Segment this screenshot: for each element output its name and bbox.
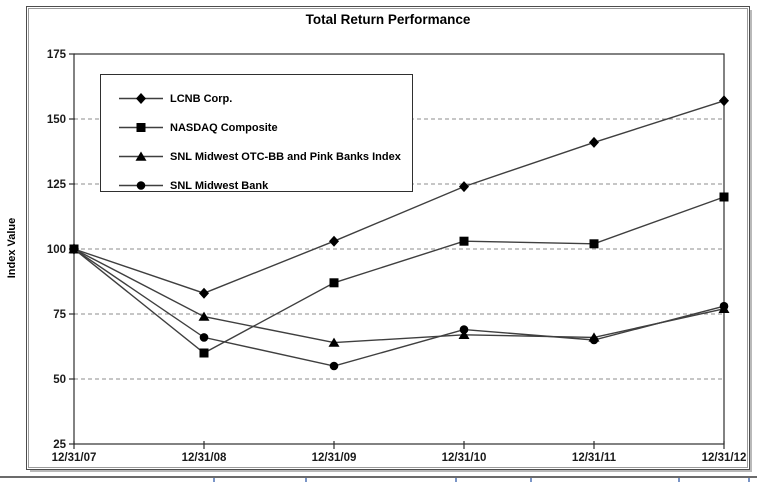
series-line-snl-midwest-otc-bb-and-pink-banks-index [73,248,725,344]
series-line-nasdaq-composite [73,196,725,354]
legend-item: SNL Midwest OTC-BB and Pink Banks Index [118,142,412,171]
circle-data-point-marker [329,361,339,371]
square-data-point-marker [329,278,339,288]
y-tick-label: 50 [53,374,66,386]
legend-item: NASDAQ Composite [118,113,412,142]
diamond-data-point-marker [329,235,339,247]
y-axis-title: Index Value [6,217,18,279]
circle-data-point-marker [459,325,469,334]
table-column-tick [213,478,215,482]
square-data-point-marker [136,123,146,132]
y-tick-label: 125 [47,179,67,191]
x-tick-label: 12/31/11 [572,452,617,464]
circle-data-point-marker [69,244,79,254]
y-tick-label: 25 [53,439,66,451]
x-tick-label: 12/31/07 [52,452,97,464]
square-data-point-marker [719,192,729,202]
y-tick-label: 100 [47,244,66,256]
series-line-snl-midwest-bank [73,248,725,367]
table-column-tick [455,478,457,482]
triangle-data-point-marker [458,329,470,339]
circle-data-point-marker [589,335,599,345]
diamond-data-point-marker [589,136,599,148]
triangle-data-point-marker [328,337,340,347]
diamond-legend-key-icon [119,93,163,104]
table-top-rule [0,476,757,478]
legend-label: NASDAQ Composite [170,121,278,134]
legend-item: LCNB Corp. [118,84,412,113]
y-tick-label: 150 [47,114,66,126]
square-data-point-marker [589,239,599,249]
square-legend-key-icon [119,123,163,132]
legend-label: LCNB Corp. [170,92,233,105]
legend-item: SNL Midwest Bank [118,171,412,200]
x-tick-label: 12/31/09 [312,452,357,464]
y-tick-label: 175 [47,49,67,61]
diamond-data-point-marker [719,95,729,107]
square-data-point-marker [199,348,209,358]
circle-data-point-marker [136,181,146,190]
y-tick-label: 75 [53,309,66,321]
triangle-legend-key-icon [119,151,163,161]
table-column-tick [678,478,680,482]
diamond-data-point-marker [136,93,146,104]
chart-frame: Total Return Performance 25 50 75 100 125 150… [26,6,750,470]
square-data-point-marker [459,236,469,246]
table-column-tick [748,478,750,482]
circle-data-point-marker [199,333,209,342]
legend: LCNB Corp. NASDAQ Composite SNL Midwest OT… [100,74,413,192]
x-tick-label: 12/31/08 [182,452,227,464]
circle-legend-key-icon [119,181,163,190]
series-line-lcnb-corp [73,100,725,294]
chart-frame-inner-border: Total Return Performance 25 50 75 100 125 150… [28,8,748,468]
legend-label: SNL Midwest OTC-BB and Pink Banks Index [170,150,401,163]
table-column-tick [305,478,307,482]
chart-title: Total Return Performance [305,12,471,27]
triangle-data-point-marker [198,311,210,321]
x-tick-label: 12/31/12 [702,452,747,464]
table-column-tick [530,478,532,482]
circle-data-point-marker [719,301,729,311]
diamond-data-point-marker [199,287,209,299]
legend-label: SNL Midwest Bank [170,179,269,192]
triangle-data-point-marker [135,151,147,161]
x-tick-label: 12/31/10 [442,452,487,464]
diamond-data-point-marker [459,181,469,193]
